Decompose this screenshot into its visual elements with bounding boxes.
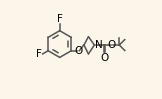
- Text: N: N: [95, 40, 102, 50]
- Text: O: O: [74, 46, 82, 56]
- Text: O: O: [108, 40, 116, 50]
- Text: O: O: [100, 53, 109, 63]
- Text: F: F: [36, 49, 42, 59]
- Text: F: F: [57, 14, 63, 24]
